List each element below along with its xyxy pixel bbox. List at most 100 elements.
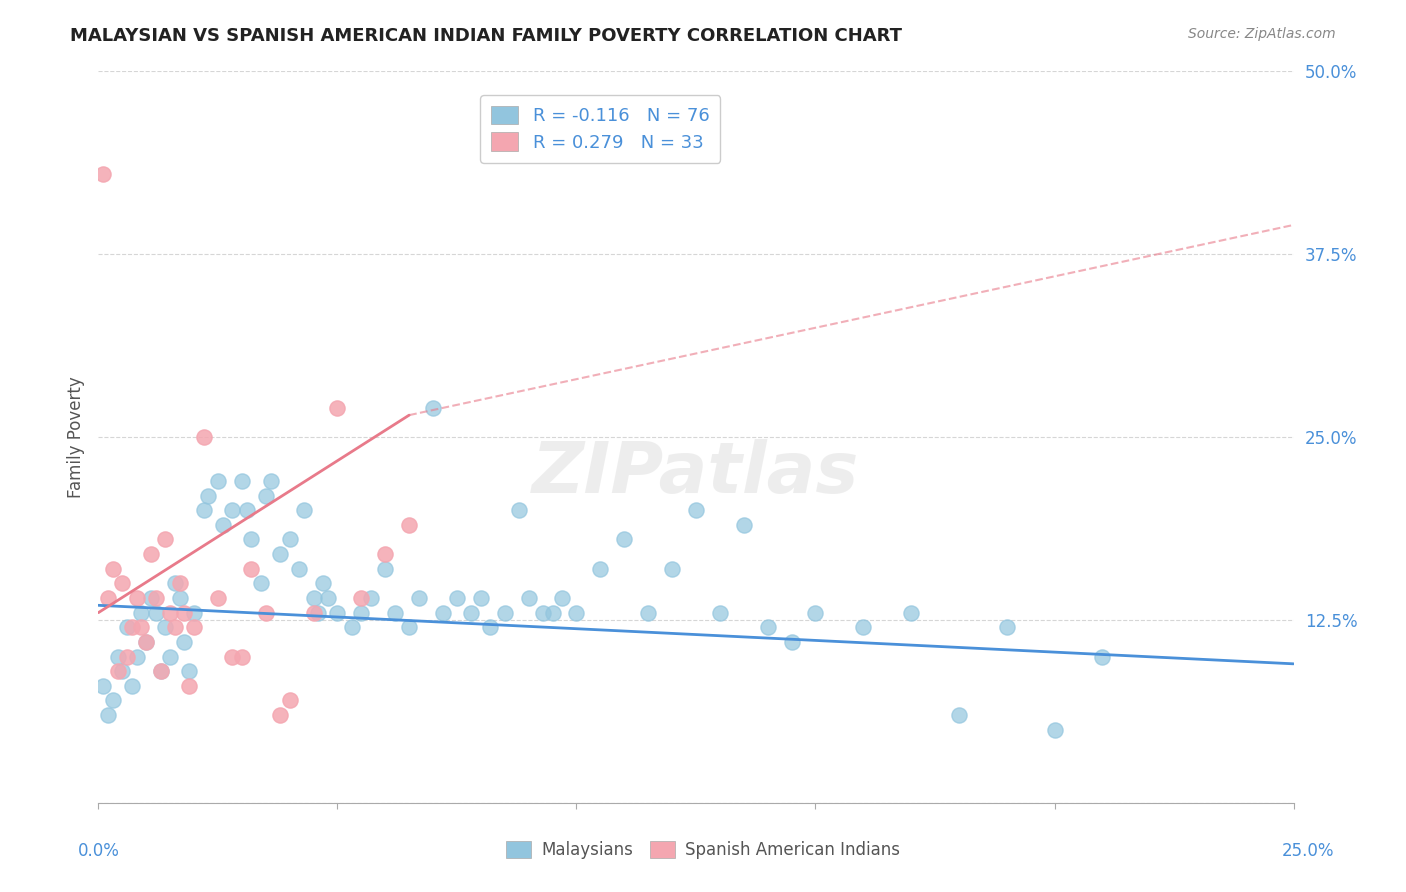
Point: [149, 664, 172, 678]
Point: [91, 167, 114, 181]
Text: Source: ZipAtlas.com: Source: ZipAtlas.com: [1188, 27, 1336, 41]
Point: [637, 606, 659, 620]
Point: [139, 591, 162, 605]
Point: [508, 503, 530, 517]
Point: [179, 679, 201, 693]
Point: [254, 606, 277, 620]
Point: [139, 547, 162, 561]
Point: [422, 401, 444, 415]
Point: [340, 620, 363, 634]
Point: [97, 591, 120, 605]
Point: [159, 606, 181, 620]
Point: [408, 591, 430, 605]
Point: [221, 503, 243, 517]
Point: [398, 517, 420, 532]
Point: [326, 401, 349, 415]
Point: [307, 606, 329, 620]
Point: [101, 562, 124, 576]
Point: [183, 606, 205, 620]
Point: [1091, 649, 1114, 664]
Point: [107, 649, 129, 664]
Point: [384, 606, 406, 620]
Point: [432, 606, 454, 620]
Point: [250, 576, 273, 591]
Point: [173, 606, 195, 620]
Point: [398, 620, 420, 634]
Point: [121, 679, 143, 693]
Point: [302, 591, 325, 605]
Point: [221, 649, 243, 664]
Point: [316, 591, 339, 605]
Point: [374, 562, 396, 576]
Point: [173, 635, 195, 649]
Point: [155, 620, 177, 634]
Text: ZIPatlas: ZIPatlas: [533, 439, 859, 508]
Text: 25.0%: 25.0%: [1281, 842, 1334, 860]
Point: [197, 489, 219, 503]
Point: [125, 649, 148, 664]
Y-axis label: Family Poverty: Family Poverty: [66, 376, 84, 498]
Point: [613, 533, 636, 547]
Point: [193, 430, 215, 444]
Point: [163, 620, 186, 634]
Point: [360, 591, 382, 605]
Point: [326, 606, 349, 620]
Point: [135, 635, 157, 649]
Point: [115, 649, 138, 664]
Point: [163, 576, 186, 591]
Point: [804, 606, 827, 620]
Point: [149, 664, 172, 678]
Point: [111, 576, 134, 591]
Point: [145, 606, 167, 620]
Point: [733, 517, 755, 532]
Point: [589, 562, 612, 576]
Point: [350, 591, 373, 605]
Legend: R = -0.116   N = 76, R = 0.279   N = 33: R = -0.116 N = 76, R = 0.279 N = 33: [481, 95, 720, 162]
Text: MALAYSIAN VS SPANISH AMERICAN INDIAN FAMILY POVERTY CORRELATION CHART: MALAYSIAN VS SPANISH AMERICAN INDIAN FAM…: [70, 27, 903, 45]
Point: [131, 620, 153, 634]
Point: [240, 533, 263, 547]
Legend: Malaysians, Spanish American Indians: Malaysians, Spanish American Indians: [499, 834, 907, 866]
Point: [780, 635, 803, 649]
Point: [470, 591, 492, 605]
Point: [235, 503, 257, 517]
Point: [709, 606, 731, 620]
Point: [101, 693, 124, 707]
Point: [900, 606, 922, 620]
Point: [107, 664, 129, 678]
Point: [292, 503, 315, 517]
Point: [350, 606, 373, 620]
Point: [169, 591, 191, 605]
Point: [207, 591, 229, 605]
Point: [374, 547, 396, 561]
Point: [231, 474, 253, 488]
Point: [97, 708, 120, 723]
Point: [159, 649, 181, 664]
Point: [91, 679, 114, 693]
Point: [995, 620, 1018, 634]
Point: [125, 591, 148, 605]
Point: [259, 474, 281, 488]
Point: [207, 474, 229, 488]
Point: [231, 649, 253, 664]
Point: [551, 591, 574, 605]
Point: [517, 591, 540, 605]
Point: [541, 606, 564, 620]
Point: [145, 591, 167, 605]
Point: [852, 620, 875, 634]
Point: [948, 708, 970, 723]
Point: [685, 503, 707, 517]
Point: [288, 562, 311, 576]
Point: [756, 620, 779, 634]
Point: [121, 620, 143, 634]
Point: [531, 606, 554, 620]
Point: [494, 606, 516, 620]
Point: [269, 547, 291, 561]
Point: [312, 576, 335, 591]
Point: [446, 591, 468, 605]
Point: [240, 562, 263, 576]
Point: [565, 606, 588, 620]
Point: [179, 664, 201, 678]
Point: [183, 620, 205, 634]
Point: [460, 606, 482, 620]
